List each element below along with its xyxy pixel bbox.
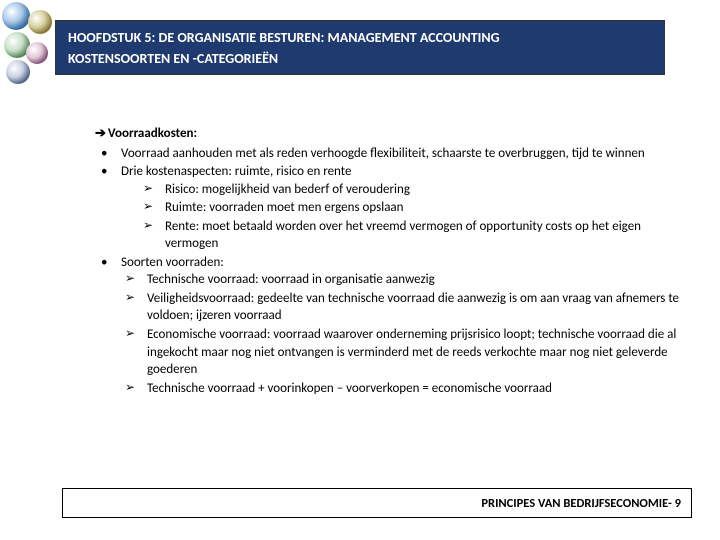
bullet-item: Voorraad aanhouden met als reden verhoog… xyxy=(95,145,685,163)
chapter-header: HOOFDSTUK 5: DE ORGANISATIE BESTUREN: MA… xyxy=(55,20,665,75)
bullet-item: Soorten voorraden: Technische voorraad: … xyxy=(95,254,685,397)
marble-icon xyxy=(26,42,48,64)
marble-icon xyxy=(28,10,52,34)
bullet-item: Drie kostenaspecten: ruimte, risico en r… xyxy=(95,163,685,253)
sub-item: Technische voorraad + voorinkopen – voor… xyxy=(123,380,685,398)
sub-item: Rente: moet betaald worden over het vree… xyxy=(141,218,685,253)
sub-item: Ruimte: voorraden moet men ergens opslaa… xyxy=(141,199,685,217)
content-heading: ➔Voorraadkosten: xyxy=(95,125,685,143)
decorative-marbles xyxy=(0,0,55,100)
chapter-title-line2: KOSTENSOORTEN EN -CATEGORIEËN xyxy=(68,48,652,69)
sub-list: Risico: mogelijkheid van bederf of verou… xyxy=(121,181,685,253)
footer-text: PRINCIPES VAN BEDRIJFSECONOMIE- 9 xyxy=(481,496,681,511)
arrow-icon: ➔ xyxy=(95,125,106,143)
sub-item: Risico: mogelijkheid van bederf of verou… xyxy=(141,181,685,199)
marble-icon xyxy=(2,2,30,30)
sub-item: Economische voorraad: voorraad waarover … xyxy=(123,326,685,379)
footer: PRINCIPES VAN BEDRIJFSECONOMIE- 9 xyxy=(62,488,692,518)
marble-icon xyxy=(6,60,30,84)
slide-content: ➔Voorraadkosten: Voorraad aanhouden met … xyxy=(95,125,685,398)
bullet-text: Soorten voorraden: xyxy=(121,255,224,270)
sub-item: Veiligheidsvoorraad: gedeelte van techni… xyxy=(123,290,685,325)
sub-list: Technische voorraad: voorraad in organis… xyxy=(121,271,685,397)
sub-item: Technische voorraad: voorraad in organis… xyxy=(123,271,685,289)
heading-text: Voorraadkosten: xyxy=(108,126,197,141)
bullet-list: Voorraad aanhouden met als reden verhoog… xyxy=(95,145,685,398)
bullet-text: Drie kostenaspecten: ruimte, risico en r… xyxy=(121,164,351,179)
chapter-title-line1: HOOFDSTUK 5: DE ORGANISATIE BESTUREN: MA… xyxy=(68,27,652,48)
